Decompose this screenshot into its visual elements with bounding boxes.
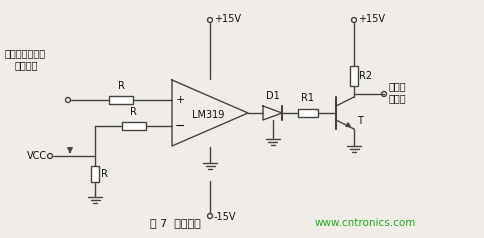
Text: +15V: +15V [358, 14, 385, 24]
Text: T: T [357, 116, 363, 126]
Text: www.cntronics.com: www.cntronics.com [315, 218, 416, 228]
Text: VCC: VCC [27, 151, 47, 161]
Text: +: + [175, 95, 185, 105]
Bar [121, 122, 146, 130]
Text: LM319: LM319 [192, 110, 224, 120]
Text: R: R [101, 169, 108, 179]
Bar [350, 66, 358, 86]
Text: 采样信号: 采样信号 [15, 60, 39, 70]
Text: R1: R1 [302, 93, 315, 103]
Bar [298, 109, 318, 117]
Text: −: − [175, 119, 185, 133]
Text: R: R [130, 107, 137, 117]
Text: D1: D1 [266, 91, 279, 101]
Text: R: R [118, 81, 125, 91]
Bar [91, 166, 99, 182]
Text: 母线过: 母线过 [389, 81, 407, 91]
Text: R2: R2 [359, 71, 372, 81]
Text: +15V: +15V [214, 14, 241, 24]
Text: -15V: -15V [214, 212, 237, 222]
Text: 霊尔电流传感器: 霊尔电流传感器 [5, 48, 46, 58]
Text: 流信号: 流信号 [389, 93, 407, 103]
Text: 图 7  过流保护: 图 7 过流保护 [150, 218, 200, 228]
Bar [109, 96, 133, 104]
